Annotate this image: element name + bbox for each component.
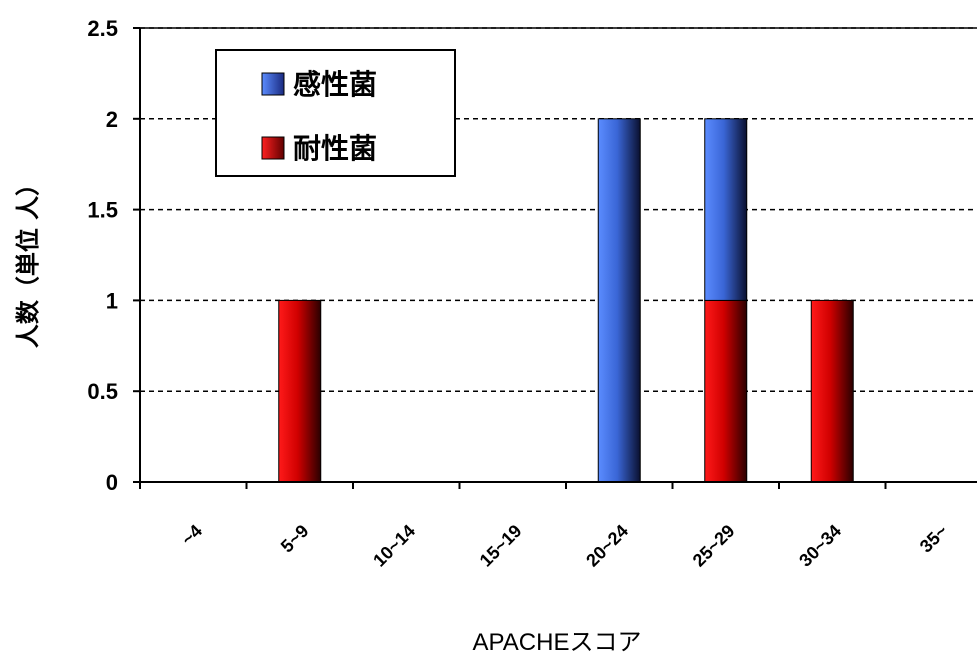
y-tick-label: 0 xyxy=(106,470,118,495)
y-tick-label: 1.5 xyxy=(87,198,118,223)
bar-resistant-5 xyxy=(704,299,748,483)
x-tick-label: ~4 xyxy=(177,521,206,550)
bar-susceptible-5 xyxy=(704,118,748,301)
bar-resistant-6 xyxy=(810,299,854,483)
x-tick-label: 20~24 xyxy=(582,521,632,571)
x-tick-labels: ~4 5~9 10~14 15~19 20~24 25~29 30~34 35~ xyxy=(177,521,951,571)
x-tick-label: 25~29 xyxy=(689,521,739,571)
y-tick-labels: 0 0.5 1 1.5 2 2.5 xyxy=(87,16,118,495)
y-tick-label: 0.5 xyxy=(87,379,118,404)
bars xyxy=(278,118,854,483)
x-tick-label: 30~34 xyxy=(795,521,845,571)
bar-susceptible-4 xyxy=(597,118,641,483)
x-tick-label: 35~ xyxy=(916,521,952,557)
x-tick-label: 10~14 xyxy=(369,521,419,571)
legend-swatch-resistant xyxy=(261,136,285,160)
bar-resistant-1 xyxy=(278,299,322,483)
y-axis-title: 人数（単位 人） xyxy=(14,172,42,348)
legend: 感性菌 耐性菌 xyxy=(215,49,456,177)
x-tick-label: 15~19 xyxy=(476,521,526,571)
y-tick-label: 1 xyxy=(106,288,118,313)
axes xyxy=(133,27,977,489)
legend-label-susceptible: 感性菌 xyxy=(293,68,377,101)
x-tick-label: 5~9 xyxy=(277,521,313,557)
legend-swatch-susceptible xyxy=(261,72,285,96)
y-tick-label: 2 xyxy=(106,107,118,132)
y-tick-label: 2.5 xyxy=(87,16,118,41)
x-axis-title: APACHEスコア xyxy=(473,629,642,656)
legend-box xyxy=(215,49,456,177)
legend-label-resistant: 耐性菌 xyxy=(293,132,377,165)
